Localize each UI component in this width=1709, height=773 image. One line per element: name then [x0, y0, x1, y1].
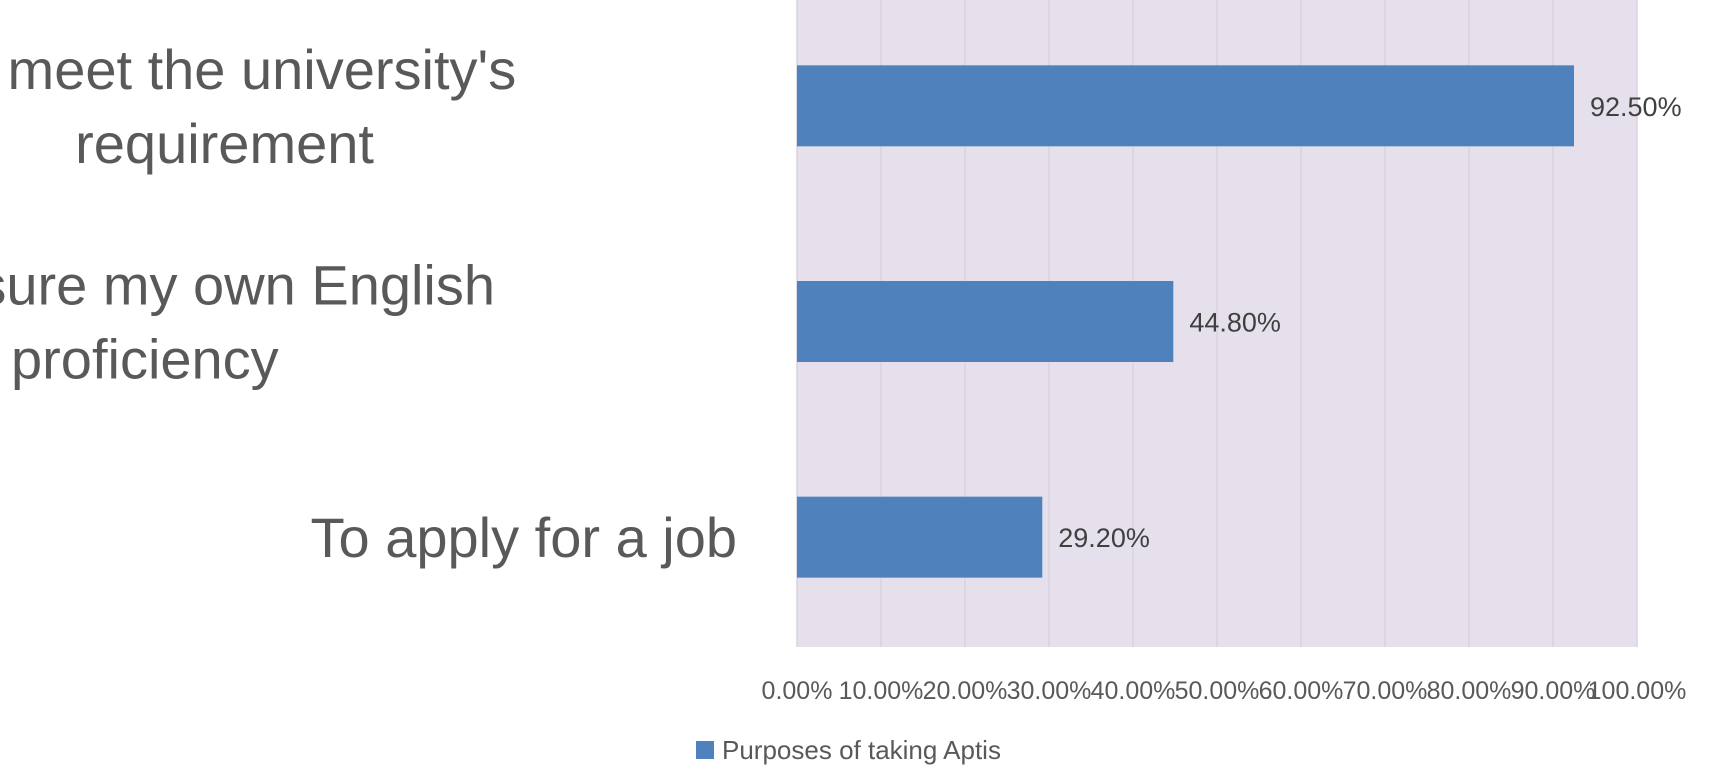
x-tick-label: 30.00% [1007, 677, 1092, 705]
x-axis-tick-labels: 0.00% 10.00% 20.00% 30.00% 40.00% 50.00% 60.00… [762, 677, 1687, 705]
category-label: To meet the university's requirement [0, 38, 516, 175]
legend-label: Purposes of taking Aptis [722, 735, 1001, 765]
x-tick-label: 60.00% [1259, 677, 1344, 705]
category-label: To apply for a job [311, 506, 737, 569]
bar [797, 65, 1574, 146]
x-tick-label: 80.00% [1427, 677, 1512, 705]
category-label-line: proficiency [11, 328, 279, 391]
category-label: To measure my own English proficiency [0, 254, 495, 391]
x-tick-label: 70.00% [1343, 677, 1428, 705]
category-labels: To meet the university'srequirementTo me… [0, 38, 737, 569]
x-tick-label: 40.00% [1091, 677, 1176, 705]
category-label-line: To meet the university's [0, 38, 516, 101]
data-label: 29.20% [1058, 523, 1150, 553]
x-tick-label: 50.00% [1175, 677, 1260, 705]
legend: Purposes of taking Aptis [696, 735, 1001, 765]
category-label-line: requirement [75, 112, 374, 175]
x-tick-label: 20.00% [923, 677, 1008, 705]
category-label-line: To measure my own English [0, 254, 495, 317]
bar [797, 281, 1173, 362]
x-tick-label: 0.00% [762, 677, 833, 705]
data-label: 44.80% [1189, 308, 1281, 338]
legend-swatch [696, 741, 714, 759]
bar [797, 497, 1042, 578]
category-label-line: To apply for a job [311, 506, 737, 569]
x-tick-label: 10.00% [839, 677, 924, 705]
x-tick-label: 100.00% [1588, 677, 1687, 705]
x-tick-label: 90.00% [1511, 677, 1596, 705]
data-label: 92.50% [1590, 92, 1682, 122]
